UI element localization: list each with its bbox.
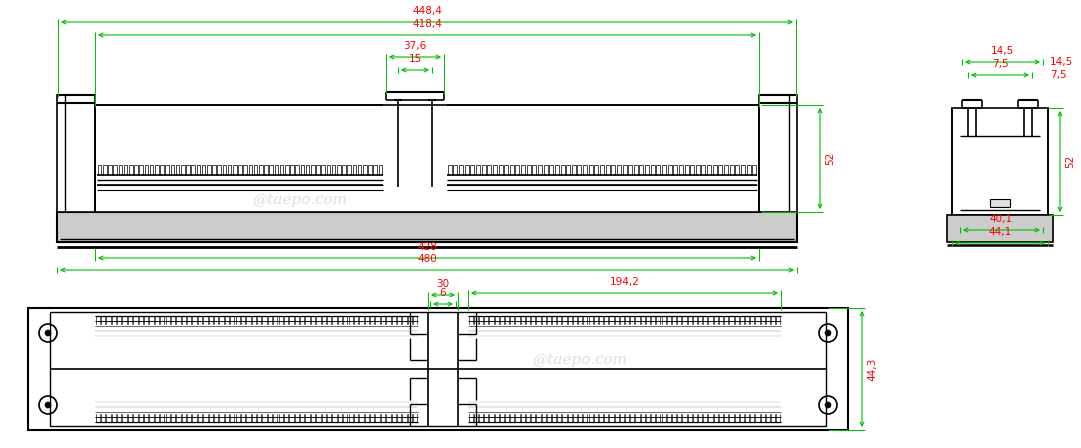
Circle shape <box>825 330 831 336</box>
Bar <box>95 105 759 212</box>
Text: 40,1: 40,1 <box>990 214 1013 224</box>
Text: 52: 52 <box>1065 155 1075 168</box>
Text: 44,1: 44,1 <box>988 227 1012 237</box>
Bar <box>952 108 1047 215</box>
Text: 7,5: 7,5 <box>991 59 1009 69</box>
Text: 7,5: 7,5 <box>1050 70 1067 80</box>
Text: 37,6: 37,6 <box>403 41 427 51</box>
Text: 428: 428 <box>417 242 437 252</box>
Text: 14,5: 14,5 <box>991 46 1014 56</box>
Bar <box>57 212 797 242</box>
Text: @taepo.com: @taepo.com <box>253 193 348 207</box>
Bar <box>947 215 1053 242</box>
Text: 480: 480 <box>417 254 437 264</box>
Bar <box>759 95 797 212</box>
Circle shape <box>45 402 51 408</box>
Circle shape <box>825 402 831 408</box>
Text: 15: 15 <box>409 54 422 64</box>
Text: 52: 52 <box>825 152 835 165</box>
Bar <box>28 308 848 430</box>
Text: 6: 6 <box>440 288 446 298</box>
Text: 44,3: 44,3 <box>867 358 877 381</box>
Text: 418,4: 418,4 <box>412 19 442 29</box>
Bar <box>50 312 826 426</box>
Text: 30: 30 <box>437 279 450 289</box>
Circle shape <box>45 330 51 336</box>
Text: @taepo.com: @taepo.com <box>533 353 628 367</box>
Bar <box>990 199 1010 207</box>
Text: 194,2: 194,2 <box>610 277 640 287</box>
Text: 14,5: 14,5 <box>1050 57 1073 67</box>
Text: 448,4: 448,4 <box>412 6 442 16</box>
Bar <box>57 95 95 212</box>
